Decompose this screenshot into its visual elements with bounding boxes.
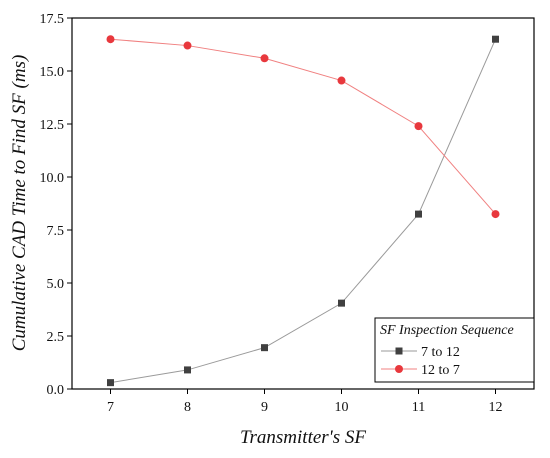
y-tick-label: 10.0 [40,171,65,186]
series-line-2 [110,38,496,215]
data-point-series-2 [414,122,423,131]
y-tick-label: 12.5 [40,118,65,133]
legend-label-series-2: 12 to 7 [421,363,460,378]
legend-marker-series-1 [395,347,403,355]
x-axis-title: Transmitter's SF [240,427,366,448]
data-point-series-2 [491,210,500,219]
y-tick-label: 0.0 [47,383,65,398]
x-tick-label: 12 [489,400,503,415]
x-tick-label: 10 [335,400,349,415]
x-tick-label: 8 [184,400,191,415]
data-point-series-1 [107,379,114,387]
data-point-series-1 [415,210,422,218]
x-tick-label: 9 [261,400,268,415]
legend-label-series-1: 7 to 12 [421,345,460,360]
data-point-series-2 [260,54,269,63]
series-line-1 [110,38,496,384]
x-tick-label: 7 [107,400,114,415]
legend-marker-series-2 [395,365,403,373]
y-axis-title: Cumulative CAD Time to Find SF (ms) [9,55,30,352]
y-tick-label: 17.5 [40,12,65,27]
data-point-series-1 [338,299,345,307]
x-tick-label: 11 [412,400,425,415]
data-point-series-1 [184,366,191,374]
y-tick-label: 7.5 [47,224,65,239]
data-point-series-1 [492,35,499,43]
plot-frame [71,17,535,390]
legend: SF Inspection Sequence 7 to 12 12 to 7 [374,317,535,383]
data-point-series-2 [106,35,115,44]
data-point-series-2 [337,76,346,85]
data-point-series-2 [183,41,192,50]
series-layer [106,35,500,387]
y-tick-label: 5.0 [47,277,65,292]
data-point-series-1 [261,344,268,352]
y-tick-label: 15.0 [40,65,65,80]
legend-title: SF Inspection Sequence [380,323,514,338]
axes-ticks: 7 8 9 10 11 12 0.0 2.5 5.0 7.5 10.0 12.5 15.0 17.5 [40,12,503,415]
y-tick-label: 2.5 [47,330,65,345]
